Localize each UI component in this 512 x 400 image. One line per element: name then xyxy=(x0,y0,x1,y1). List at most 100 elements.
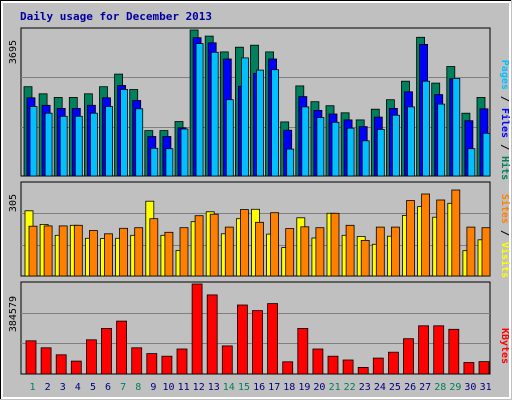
bar-kbytes-day-22 xyxy=(342,359,354,375)
bar-pages-day-23 xyxy=(361,140,370,177)
day-label-24: 24 xyxy=(374,382,386,393)
bar-kbytes-day-7 xyxy=(116,320,127,375)
day-label-26: 26 xyxy=(404,382,416,393)
bar-pages-day-17 xyxy=(271,69,280,177)
bar-sites-day-4 xyxy=(73,224,83,277)
bar-sites-day-8 xyxy=(134,227,144,277)
bar-kbytes-day-11 xyxy=(176,348,188,375)
bar-pages-day-16 xyxy=(256,69,264,177)
bar-pages-day-26 xyxy=(407,106,415,177)
bar-kbytes-day-2 xyxy=(40,347,52,375)
day-label-8: 8 xyxy=(135,382,141,393)
day-label-9: 9 xyxy=(150,382,156,393)
bar-kbytes-day-23 xyxy=(357,366,369,375)
series-label-part-bottom-0: KBytes xyxy=(499,328,510,364)
series-label-part-middle-2: Visits xyxy=(499,242,511,278)
panel-middle xyxy=(20,181,491,277)
day-label-7: 7 xyxy=(120,382,126,393)
ymax-label-middle: 305 xyxy=(8,194,19,212)
bar-pages-day-12 xyxy=(195,43,204,177)
bar-pages-day-24 xyxy=(376,128,385,177)
bar-pages-day-31 xyxy=(482,132,491,177)
bar-kbytes-day-14 xyxy=(221,345,233,375)
bar-sites-day-19 xyxy=(300,226,310,277)
bar-sites-day-5 xyxy=(89,230,98,277)
series-label-part-top-4: Hits xyxy=(499,156,511,180)
ymax-label-bottom: 384579 xyxy=(8,296,19,332)
bar-sites-day-16 xyxy=(255,221,264,277)
bar-kbytes-day-18 xyxy=(282,361,294,375)
day-label-28: 28 xyxy=(434,382,446,393)
day-label-2: 2 xyxy=(45,382,51,393)
day-label-18: 18 xyxy=(283,382,295,393)
bar-kbytes-day-5 xyxy=(86,339,97,375)
ymax-label-top: 3695 xyxy=(8,40,19,64)
day-label-22: 22 xyxy=(344,382,356,393)
panel-top xyxy=(20,27,491,177)
bar-pages-day-4 xyxy=(74,115,83,177)
day-label-15: 15 xyxy=(238,382,250,393)
bar-kbytes-day-20 xyxy=(312,348,324,375)
day-label-5: 5 xyxy=(90,382,96,393)
bar-sites-day-7 xyxy=(119,227,128,277)
day-label-19: 19 xyxy=(298,382,310,393)
bar-kbytes-day-29 xyxy=(448,328,460,375)
series-label-top: Pages / Files / Hits xyxy=(499,60,511,180)
series-label-part-top-3: / xyxy=(499,138,510,156)
bar-kbytes-day-25 xyxy=(387,351,399,375)
bar-pages-day-22 xyxy=(346,127,355,177)
bar-sites-day-1 xyxy=(28,225,38,277)
day-label-20: 20 xyxy=(313,382,325,393)
bar-kbytes-day-24 xyxy=(372,357,384,375)
bar-sites-day-23 xyxy=(360,239,370,277)
day-label-30: 30 xyxy=(464,382,476,393)
bar-pages-day-13 xyxy=(210,51,219,177)
series-label-part-top-2: Files xyxy=(499,108,511,138)
bar-sites-day-29 xyxy=(451,189,461,277)
bar-kbytes-day-13 xyxy=(206,294,218,375)
day-label-31: 31 xyxy=(480,382,492,393)
bar-sites-day-21 xyxy=(330,212,340,277)
bar-pages-day-19 xyxy=(301,106,310,177)
bar-sites-day-2 xyxy=(43,225,53,277)
bar-kbytes-day-19 xyxy=(297,327,309,375)
bar-pages-day-28 xyxy=(437,103,446,177)
bar-pages-day-18 xyxy=(286,148,295,177)
bar-sites-day-27 xyxy=(421,193,431,277)
bar-kbytes-day-27 xyxy=(418,325,430,375)
chart-title: Daily usage for December 2013 xyxy=(20,10,212,23)
bar-kbytes-day-31 xyxy=(478,361,490,375)
bar-pages-day-25 xyxy=(391,114,400,177)
bar-pages-day-5 xyxy=(90,112,98,177)
bar-kbytes-day-12 xyxy=(191,283,203,375)
bar-pages-day-3 xyxy=(59,115,68,177)
bar-sites-day-31 xyxy=(481,227,491,277)
bar-sites-day-30 xyxy=(466,226,476,277)
bar-pages-day-7 xyxy=(120,89,128,177)
bar-sites-day-3 xyxy=(58,225,68,277)
bar-pages-day-15 xyxy=(240,57,249,177)
bar-kbytes-day-26 xyxy=(403,338,414,375)
bar-pages-day-20 xyxy=(316,117,325,177)
bar-sites-day-24 xyxy=(375,226,385,277)
bar-kbytes-day-28 xyxy=(433,325,445,375)
bar-sites-day-13 xyxy=(209,213,219,277)
day-label-13: 13 xyxy=(208,382,220,393)
bar-pages-day-8 xyxy=(135,108,144,177)
bar-sites-day-18 xyxy=(285,228,295,277)
series-label-part-middle-0: Sites xyxy=(499,194,511,224)
day-label-3: 3 xyxy=(60,382,66,393)
bar-pages-day-29 xyxy=(452,78,461,177)
bar-kbytes-day-6 xyxy=(101,327,112,375)
bar-pages-day-21 xyxy=(331,121,340,177)
series-label-middle: Sites / Visits xyxy=(499,194,511,278)
bar-pages-day-27 xyxy=(422,80,431,177)
bar-sites-day-12 xyxy=(194,215,204,277)
day-label-16: 16 xyxy=(253,382,265,393)
bar-kbytes-day-16 xyxy=(252,310,263,375)
series-label-part-top-1: / xyxy=(499,90,510,108)
day-label-12: 12 xyxy=(193,382,205,393)
day-label-21: 21 xyxy=(329,382,341,393)
day-label-4: 4 xyxy=(75,382,81,393)
